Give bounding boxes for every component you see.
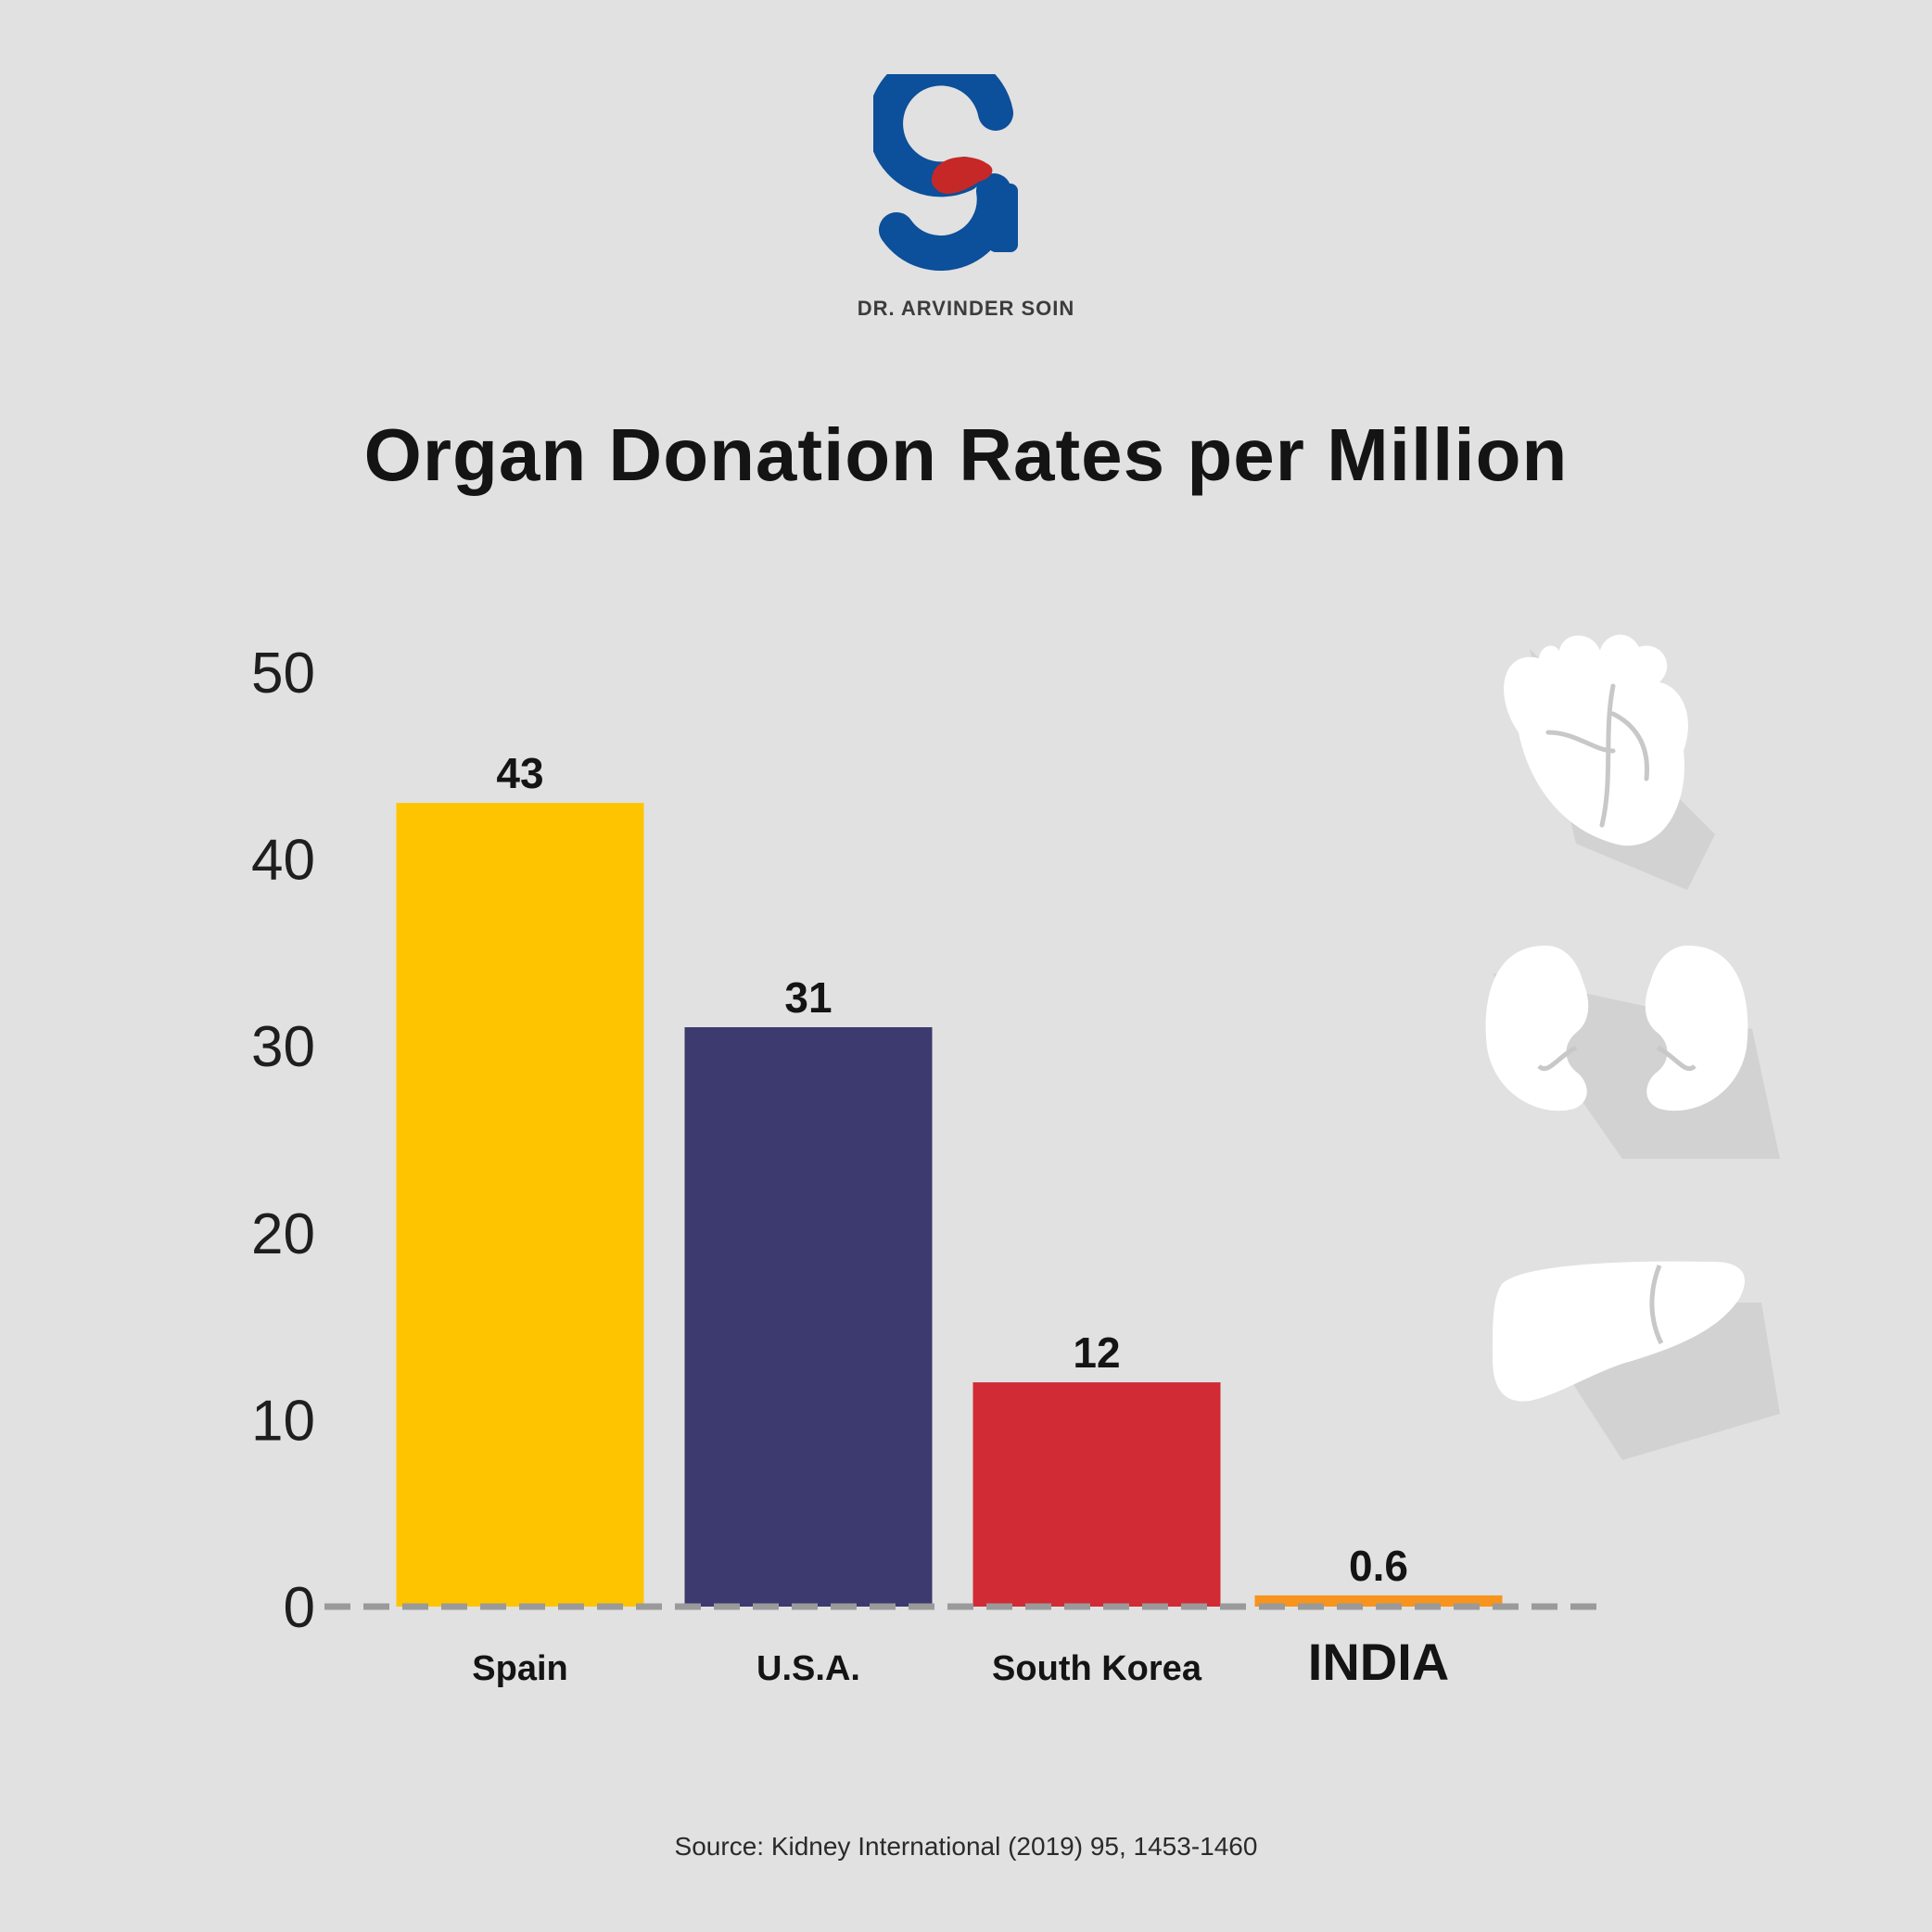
brand-name: DR. ARVINDER SOIN (857, 297, 1075, 320)
x-category-label: INDIA (1308, 1633, 1449, 1691)
brand-logo (873, 74, 1018, 271)
liver-logo-icon (931, 157, 993, 194)
y-tick-label: 20 (251, 1202, 315, 1266)
source-note: Source: Kidney International (2019) 95, … (674, 1832, 1258, 1861)
y-axis: 0 10 20 30 40 50 (251, 642, 315, 1640)
bar-value-label: 43 (496, 749, 543, 797)
liver-icon (1493, 1261, 1780, 1460)
heart-icon (1504, 634, 1715, 890)
y-tick-label: 50 (251, 642, 315, 705)
x-category-label: South Korea (992, 1649, 1202, 1688)
kidneys-icon (1485, 945, 1780, 1159)
bar-value-label: 12 (1073, 1328, 1120, 1377)
bar (684, 1027, 933, 1607)
bar (972, 1382, 1221, 1607)
bar-value-label: 0.6 (1349, 1542, 1408, 1590)
bar-value-label: 31 (784, 973, 832, 1022)
y-tick-label: 10 (251, 1389, 315, 1453)
y-tick-label: 0 (284, 1576, 315, 1640)
bar (396, 803, 644, 1607)
x-category-label: U.S.A. (756, 1649, 860, 1688)
bars: 43 31 12 0.6 (396, 749, 1503, 1607)
y-tick-label: 40 (251, 829, 315, 893)
x-axis: Spain U.S.A. South Korea INDIA (472, 1633, 1449, 1691)
chart-title: Organ Donation Rates per Million (363, 413, 1569, 496)
y-tick-label: 30 (251, 1015, 315, 1079)
x-category-label: Spain (472, 1649, 567, 1688)
